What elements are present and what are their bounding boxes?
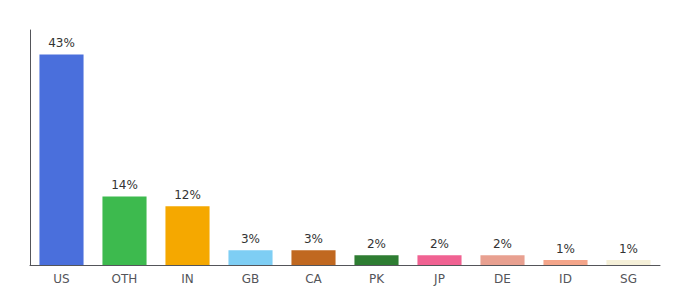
svg-text:2%: 2% (430, 237, 449, 251)
svg-text:3%: 3% (241, 232, 260, 246)
svg-text:OTH: OTH (112, 272, 138, 286)
svg-text:ID: ID (559, 272, 572, 286)
svg-text:GB: GB (242, 272, 260, 286)
svg-text:14%: 14% (111, 178, 138, 192)
svg-text:2%: 2% (367, 237, 386, 251)
svg-text:CA: CA (305, 272, 322, 286)
svg-text:1%: 1% (619, 242, 638, 256)
svg-text:DE: DE (494, 272, 511, 286)
svg-text:SG: SG (620, 272, 637, 286)
svg-text:3%: 3% (304, 232, 323, 246)
svg-text:1%: 1% (556, 242, 575, 256)
svg-text:PK: PK (369, 272, 385, 286)
svg-text:IN: IN (181, 272, 194, 286)
svg-text:2%: 2% (493, 237, 512, 251)
svg-text:43%: 43% (48, 36, 75, 50)
svg-text:JP: JP (433, 272, 445, 286)
svg-text:12%: 12% (174, 188, 201, 202)
svg-text:US: US (53, 272, 69, 286)
